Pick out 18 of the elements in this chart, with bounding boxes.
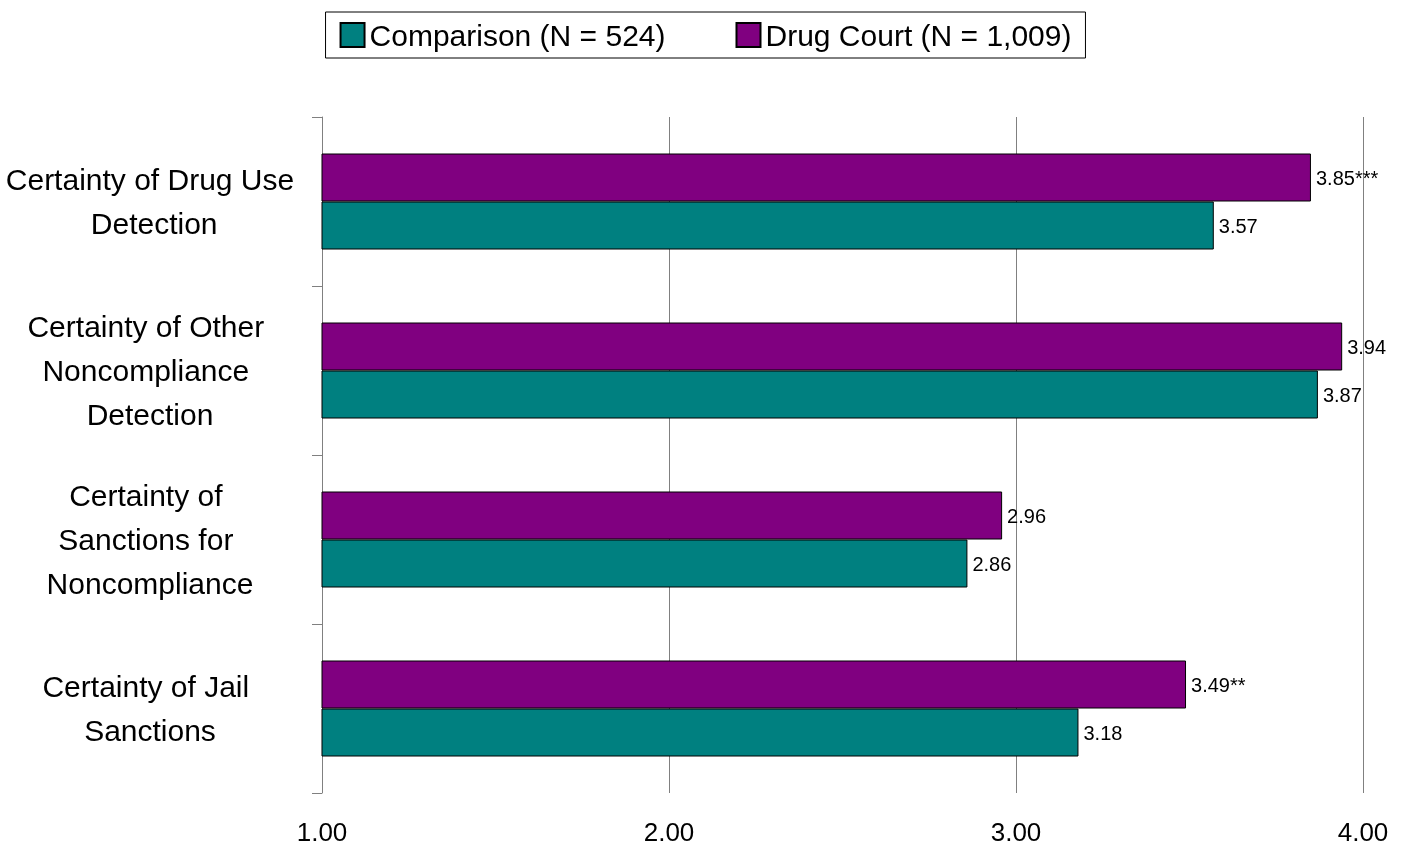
data-label: 2.86 (972, 552, 1012, 575)
data-label: 3.85*** (1315, 166, 1379, 189)
data-label: 3.94 (1347, 335, 1387, 358)
y-tick-label: Certainty of Drug Use Detection (5, 163, 295, 240)
data-label: 2.96 (1007, 504, 1047, 527)
x-tick-label: 2.00 (643, 817, 695, 847)
y-tick-label: Certainty of Jail Sanctions (42, 670, 258, 747)
data-label: 3.57 (1218, 214, 1258, 237)
data-label: 3.87 (1322, 383, 1362, 406)
legend-label: Comparison (N = 524) (369, 18, 666, 52)
x-tick-label: 4.00 (1337, 817, 1389, 847)
legend-label: Drug Court (N = 1,009) (765, 18, 1072, 52)
x-tick-label: 1.00 (296, 817, 348, 847)
data-label: 3.18 (1083, 721, 1123, 744)
data-label: 3.49** (1191, 673, 1246, 696)
x-tick-label: 3.00 (990, 817, 1042, 847)
y-tick-label: Certainty of Other Noncompliance Detection (27, 310, 273, 431)
y-tick-label: Certainty of Sanctions for Noncompliance (46, 479, 254, 600)
